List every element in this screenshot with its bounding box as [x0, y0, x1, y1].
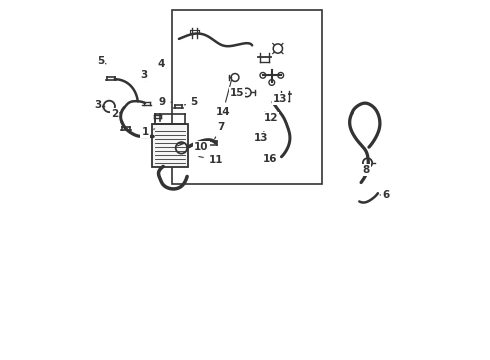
Text: 12: 12 — [264, 112, 278, 123]
Text: 2: 2 — [111, 109, 120, 119]
Text: 14: 14 — [216, 80, 231, 117]
Text: 6: 6 — [380, 190, 390, 200]
Text: 3: 3 — [141, 70, 148, 81]
Text: 5: 5 — [184, 97, 198, 107]
FancyBboxPatch shape — [152, 123, 188, 167]
Text: 4: 4 — [157, 59, 166, 69]
Text: 5: 5 — [97, 57, 106, 66]
Text: 9: 9 — [159, 97, 172, 107]
Text: 15: 15 — [230, 88, 246, 98]
Text: 3: 3 — [94, 100, 103, 110]
Text: 11: 11 — [199, 155, 223, 165]
Text: 13: 13 — [254, 131, 269, 143]
Text: 13: 13 — [273, 94, 287, 104]
Text: 7: 7 — [215, 122, 224, 139]
Text: 8: 8 — [363, 163, 370, 175]
Text: 10: 10 — [187, 142, 209, 152]
Text: 1: 1 — [141, 127, 155, 137]
FancyBboxPatch shape — [172, 10, 322, 184]
Text: 16: 16 — [263, 154, 277, 164]
